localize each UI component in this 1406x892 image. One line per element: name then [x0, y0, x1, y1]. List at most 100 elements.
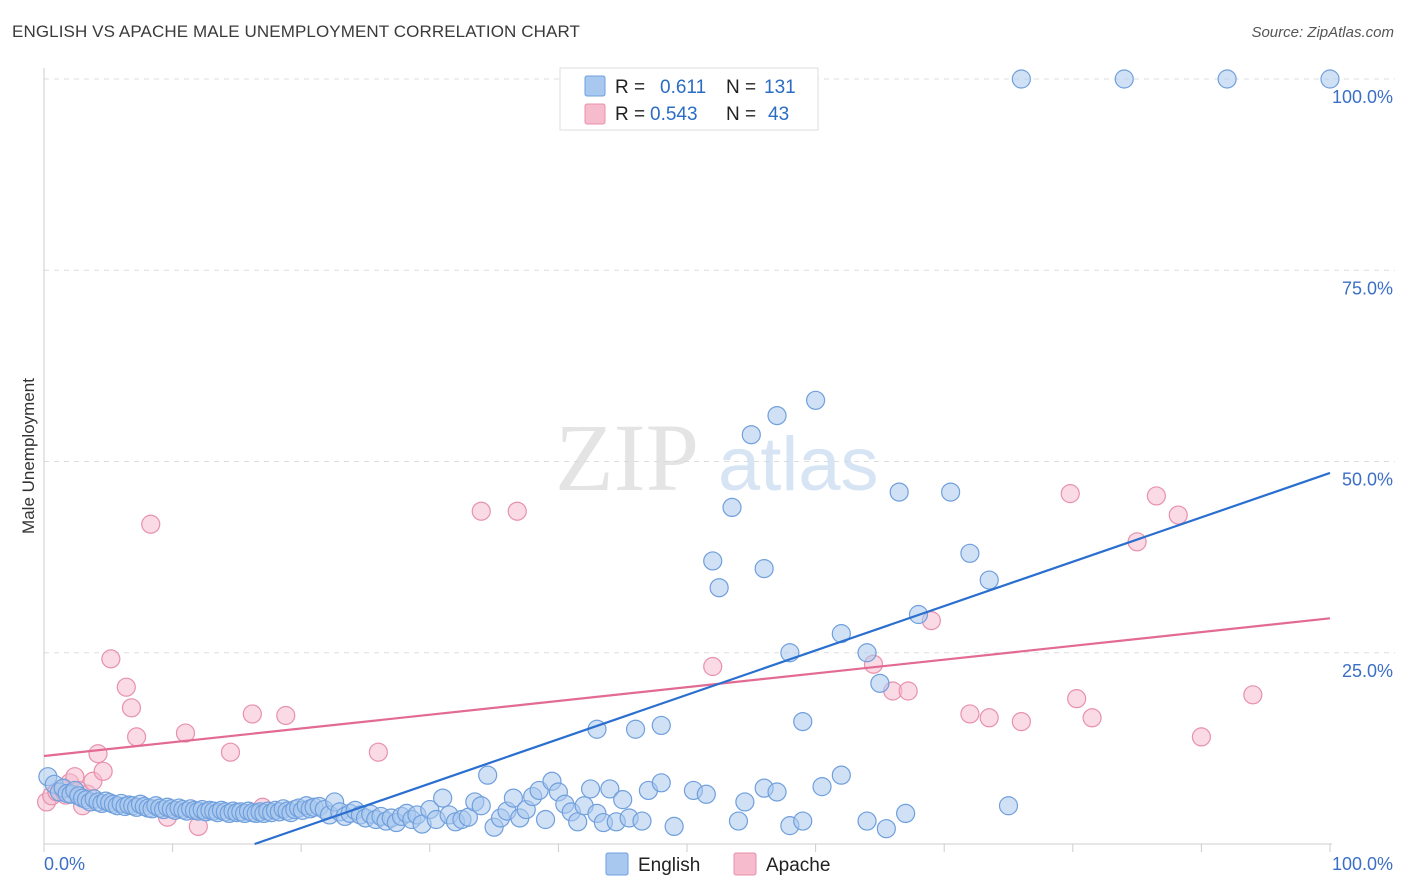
english-point-108 [535, 809, 556, 830]
bottom-legend-english: English [638, 855, 700, 876]
y-tick-label-3: 25.0% [1342, 661, 1393, 681]
watermark: ZIP atlas [555, 404, 879, 511]
apache-point-43 [1243, 685, 1263, 705]
apache-point-35 [1011, 711, 1031, 732]
english-extra-point-15 [979, 570, 999, 590]
apache-point-14 [116, 677, 136, 697]
y-tick-label-1: 75.0% [1342, 278, 1393, 298]
english-extra-point-18 [1114, 69, 1134, 89]
english-point-125 [664, 816, 684, 837]
english-extra-point-14 [960, 543, 980, 563]
watermark-zip: ZIP [555, 404, 699, 511]
english-point-135 [812, 777, 832, 797]
bottom-legend: English Apache [605, 852, 830, 876]
apache-point-12 [93, 761, 113, 781]
english-points [38, 69, 1340, 839]
legend-n-value-english: 131 [764, 77, 796, 98]
english-point-92 [433, 788, 453, 808]
legend-r-label-english: R = [615, 77, 645, 98]
legend-n-label-apache: N = [726, 104, 756, 125]
apache-point-34 [979, 708, 999, 728]
legend-r-label-apache: R = [615, 104, 645, 125]
apache-point-37 [1067, 689, 1087, 709]
english-extra-point-22 [625, 719, 646, 739]
apache-point-19 [175, 723, 196, 743]
apache-point-38 [1082, 708, 1102, 728]
axes [43, 68, 1332, 845]
apache-point-42 [1191, 727, 1212, 747]
english-extra-point-1 [722, 497, 742, 517]
apache-point-22 [242, 704, 262, 724]
legend-box: R = 0.611 N = 131 R = 0.543 N = 43 [559, 67, 819, 131]
apache-point-13 [101, 649, 121, 669]
english-point-122 [632, 811, 652, 831]
apache-point-24 [276, 705, 296, 726]
english-extra-point-3 [754, 558, 774, 579]
english-extra-point-9 [857, 643, 877, 663]
english-trend-line [254, 471, 1331, 846]
apache-point-25 [368, 742, 388, 762]
legend-swatch-english [584, 75, 606, 97]
legend-r-value-apache: 0.543 [650, 104, 698, 125]
apache-point-17 [141, 514, 161, 534]
english-extra-point-17 [1011, 69, 1031, 89]
apache-point-21 [220, 742, 241, 762]
english-point-137 [857, 811, 877, 831]
y-axis-label: Male Unemployment [19, 378, 38, 534]
english-point-132 [767, 782, 787, 802]
legend-r-value-english: 0.611 [660, 77, 706, 98]
english-point-120 [613, 790, 633, 810]
english-point-113 [568, 812, 588, 832]
english-extra-point-13 [941, 482, 961, 502]
english-point-99 [478, 765, 498, 785]
apache-point-26 [471, 501, 491, 521]
apache-trend-line [43, 617, 1331, 758]
apache-point-16 [126, 727, 147, 747]
english-extra-point-11 [889, 482, 909, 502]
legend-swatch-apache [584, 103, 606, 125]
english-point-124 [651, 773, 671, 793]
english-extra-point-23 [651, 715, 671, 736]
english-point-128 [703, 551, 723, 571]
english-point-115 [580, 779, 601, 799]
english-point-103 [503, 788, 523, 808]
source-credit: Source: ZipAtlas.com [1251, 24, 1394, 41]
y-tick-labels: 100.0% 75.0% 50.0% 25.0% [1332, 87, 1393, 681]
apache-point-11 [88, 744, 108, 764]
bottom-legend-swatch-english [605, 852, 629, 876]
legend-n-label-english: N = [726, 77, 756, 98]
y-tick-label-0: 100.0% [1332, 87, 1393, 107]
legend-n-value-apache: 43 [768, 104, 789, 125]
apache-points [36, 484, 1263, 837]
apache-point-40 [1146, 486, 1166, 506]
english-point-139 [896, 803, 916, 824]
english-extra-point-6 [793, 711, 813, 732]
english-extra-point-10 [870, 673, 890, 693]
chart-title: ENGLISH VS APACHE MALE UNEMPLOYMENT CORR… [12, 22, 580, 41]
x-axis-ticks [43, 844, 1331, 852]
x-tick-label-max: 100.0% [1332, 854, 1393, 874]
english-point-134 [793, 811, 813, 831]
english-point-98 [471, 796, 491, 816]
apache-point-28 [703, 656, 723, 677]
apache-point-41 [1168, 505, 1188, 525]
bottom-legend-swatch-apache [733, 852, 757, 876]
english-extra-point-20 [1320, 69, 1340, 89]
english-extra-point-4 [767, 406, 787, 426]
english-point-127 [696, 784, 716, 804]
apache-point-33 [960, 704, 980, 724]
english-extra-point-16 [998, 796, 1019, 816]
apache-point-27 [507, 501, 527, 521]
english-extra-point-19 [1217, 69, 1237, 89]
english-point-130 [735, 792, 755, 812]
english-point-138 [876, 819, 896, 839]
english-point-118 [600, 779, 620, 799]
english-extra-point-0 [709, 578, 729, 598]
apache-point-15 [121, 698, 142, 718]
y-tick-label-2: 50.0% [1342, 470, 1393, 490]
bottom-legend-apache: Apache [766, 855, 830, 876]
x-tick-label-min: 0.0% [44, 854, 85, 874]
english-extra-point-2 [741, 425, 761, 445]
english-point-136 [831, 765, 851, 785]
